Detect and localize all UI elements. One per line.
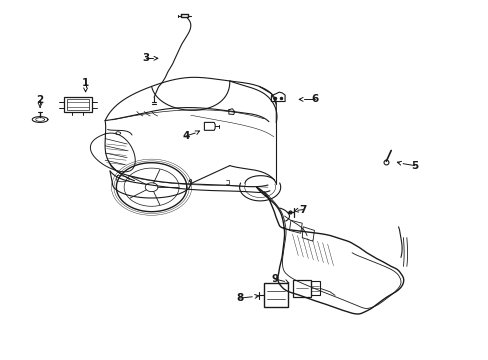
Text: 6: 6 (311, 94, 318, 104)
Text: 7: 7 (299, 204, 306, 215)
Text: 1: 1 (82, 78, 89, 88)
Text: 9: 9 (271, 274, 278, 284)
Text: 2: 2 (37, 95, 43, 105)
Text: 4: 4 (182, 131, 189, 141)
Text: 5: 5 (410, 161, 417, 171)
Text: 8: 8 (236, 293, 243, 303)
Text: 3: 3 (142, 53, 149, 63)
